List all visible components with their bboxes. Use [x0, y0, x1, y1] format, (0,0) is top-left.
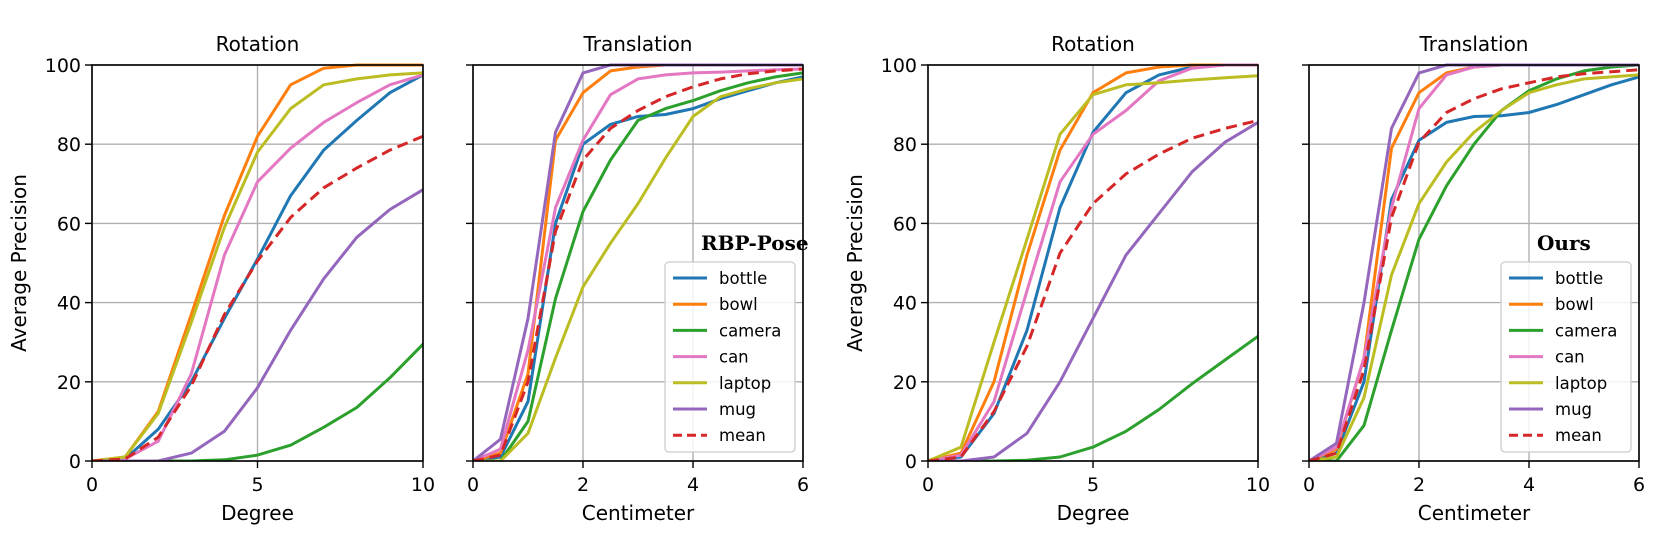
series-line-mean [473, 67, 803, 461]
x-axis-label: Degree [1057, 501, 1130, 525]
translation-plot-rbp-pose: 0 2 4 6TranslationCentimeterRBP-Posebottleb… [466, 32, 809, 525]
series-line-mean [92, 134, 423, 461]
axes-frame [1308, 64, 1640, 462]
legend-label-camera: camera [719, 321, 781, 340]
series-group [92, 63, 423, 461]
series-line-camera [928, 334, 1258, 461]
x-tick-label: 10 [411, 474, 435, 496]
x-axis-label: Centimeter [1418, 501, 1531, 525]
legend: bottle bowl camera can laptop mug mean [664, 261, 796, 453]
rotation-plot-rbp-pose: 0 20 40 60 80 100 0 5 10 Rotation Degree Average Pr… [7, 32, 435, 525]
legend-label-laptop: laptop [1555, 374, 1607, 393]
method-label: Ours [1537, 231, 1591, 255]
legend-label-bowl: bowl [1555, 295, 1594, 314]
rotation-plot-ours: 0 20 40 60 80 100 0 5 10 Rotation Degree Average Pr… [843, 32, 1270, 525]
series-line-mug [928, 120, 1258, 461]
legend-label-mug: mug [1555, 400, 1592, 419]
x-tick-label: 2 [577, 474, 589, 496]
series-line-laptop [473, 77, 803, 461]
series-line-bottle [473, 75, 803, 461]
legend-label-mug: mug [719, 400, 756, 419]
x-axis-label: Centimeter [582, 501, 695, 525]
x-tick-label: 2 [1413, 474, 1425, 496]
y-tick-label: 100 [881, 55, 917, 77]
series-line-can [473, 67, 803, 461]
legend-label-bowl: bowl [719, 295, 758, 314]
y-tick-label: 60 [57, 213, 81, 235]
panel-title: Translation [1419, 32, 1529, 56]
panel-title: Translation [583, 32, 693, 56]
x-tick-label: 4 [1523, 474, 1535, 496]
method-label: RBP-Pose [701, 231, 809, 255]
legend-label-bottle: bottle [1555, 269, 1603, 288]
series-line-mug [92, 188, 423, 461]
legend-label-can: can [719, 348, 749, 367]
series-line-mean [1309, 68, 1639, 461]
x-tick-label: 4 [687, 474, 699, 496]
x-tick-label: 0 [86, 474, 98, 496]
series-line-can [92, 73, 423, 461]
legend-label-bottle: bottle [719, 269, 767, 288]
x-tick-label: 0 [922, 474, 934, 496]
series-line-laptop [928, 74, 1258, 461]
series-line-camera [1309, 63, 1639, 461]
series-line-camera [473, 71, 803, 461]
legend-label-can: can [1555, 348, 1585, 367]
x-tick-label: 10 [1246, 474, 1270, 496]
legend-box [664, 261, 796, 453]
panel-title: Rotation [1051, 32, 1135, 56]
x-tick-label: 0 [1303, 474, 1315, 496]
y-tick-label: 40 [893, 293, 917, 315]
legend-box [1500, 261, 1632, 453]
y-tick-label: 100 [45, 55, 81, 77]
x-axis-label: Degree [221, 501, 294, 525]
y-tick-label: 60 [893, 213, 917, 235]
x-tick-label: 6 [797, 474, 809, 496]
legend: bottle bowl camera can laptop mug mean [1500, 261, 1632, 453]
panel-title: Rotation [216, 32, 300, 56]
axes-frame [472, 64, 804, 462]
x-tick-label: 5 [1087, 474, 1099, 496]
legend-label-laptop: laptop [719, 374, 771, 393]
series-line-laptop [92, 71, 423, 461]
y-tick-label: 80 [57, 134, 81, 156]
x-tick-label: 6 [1633, 474, 1645, 496]
series-line-bottle [1309, 75, 1639, 461]
y-axis-label: Average Precision [843, 174, 867, 352]
y-tick-label: 20 [893, 372, 917, 394]
legend-label-mean: mean [719, 426, 766, 445]
series-line-camera [92, 342, 423, 461]
y-tick-label: 80 [893, 134, 917, 156]
series-line-mean [928, 118, 1258, 461]
series-line-can [928, 63, 1258, 461]
y-tick-label: 0 [69, 451, 81, 473]
x-tick-label: 5 [251, 474, 263, 496]
y-axis-label: Average Precision [7, 174, 31, 352]
y-tick-label: 40 [57, 293, 81, 315]
series-group [928, 63, 1258, 461]
x-tick-label: 0 [467, 474, 479, 496]
translation-plot-ours: 0 2 4 6 Translation Centimeter Ours bottle bowl c… [1302, 32, 1645, 525]
series-line-laptop [1309, 73, 1639, 461]
legend-label-mean: mean [1555, 426, 1602, 445]
y-tick-label: 20 [57, 372, 81, 394]
y-tick-label: 0 [905, 451, 917, 473]
legend-label-camera: camera [1555, 321, 1617, 340]
